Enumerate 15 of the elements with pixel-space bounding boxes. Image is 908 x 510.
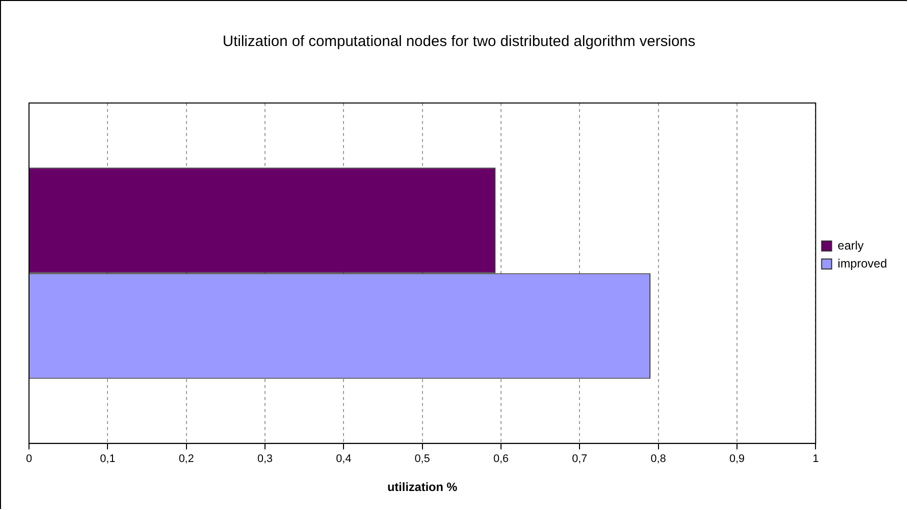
x-tick-label: 0,7	[572, 453, 588, 466]
x-tick-label: 0	[26, 453, 32, 466]
x-tick-label: 0,1	[100, 453, 116, 466]
x-tick-label: 0,8	[650, 453, 666, 466]
x-tick-label: 0,5	[414, 453, 430, 466]
legend-label: early	[838, 238, 864, 252]
x-tick-label: 0,4	[336, 453, 352, 466]
x-tick-label: 0,9	[729, 453, 745, 466]
x-tick-label: 0,2	[178, 453, 194, 466]
chart-title: Utilization of computational nodes for two distributed algorithm versions	[222, 33, 696, 50]
legend-label: improved	[838, 256, 888, 270]
x-tick-label: 0,3	[257, 453, 273, 466]
x-tick-label: 0,6	[493, 453, 509, 466]
x-tick-label: 1	[812, 453, 819, 466]
x-axis-title: utilization %	[387, 480, 458, 494]
